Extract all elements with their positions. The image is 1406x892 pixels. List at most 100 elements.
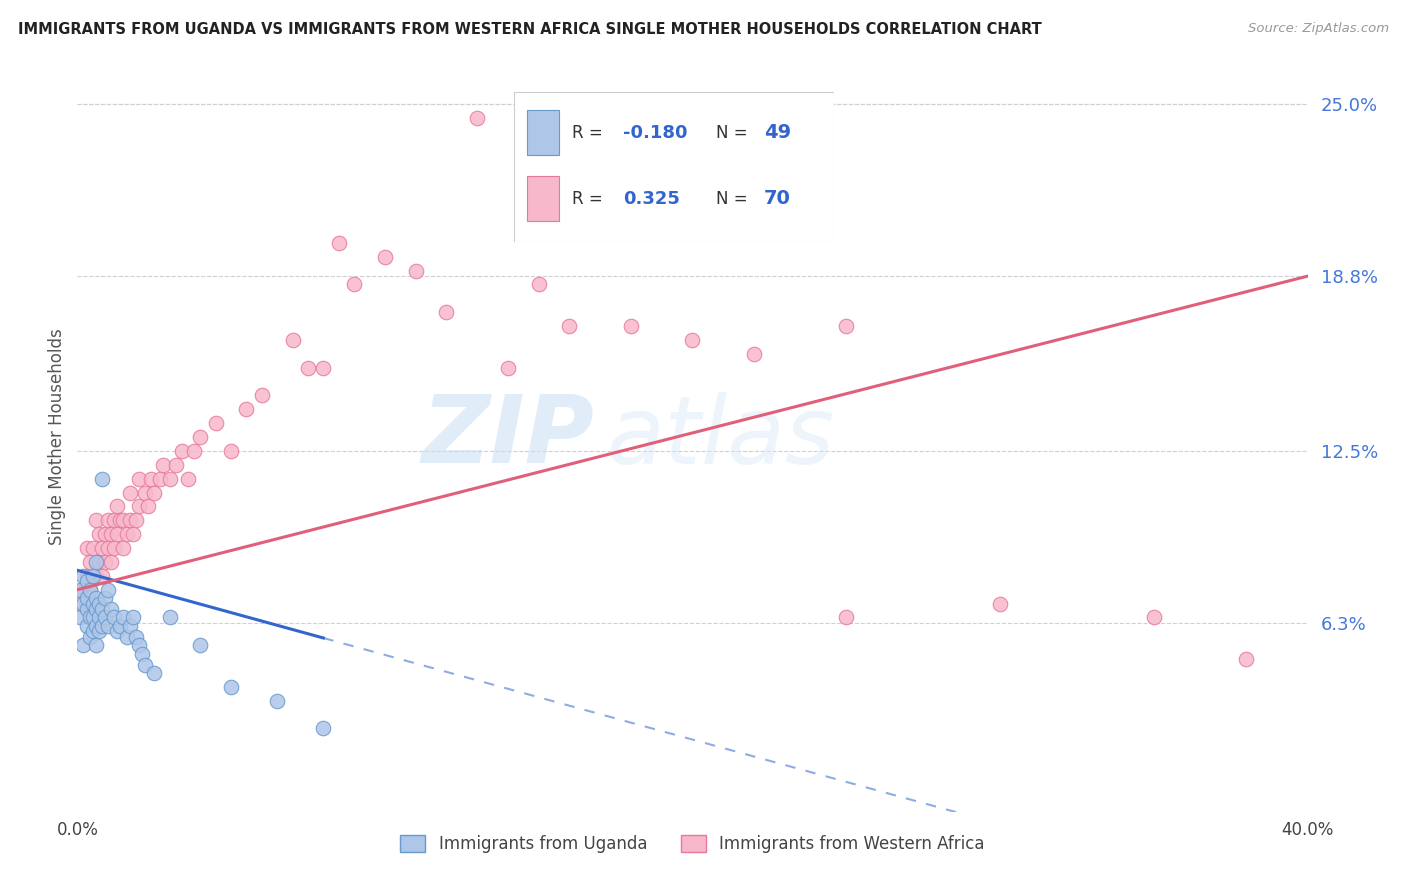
Point [87, 527, 110, 541]
Point [82, 597, 104, 611]
Point [72, 638, 94, 652]
Point [90, 569, 114, 583]
Point [100, 555, 122, 569]
Point [94, 527, 117, 541]
Point [328, 235, 350, 250]
Point [343, 277, 366, 292]
Point [143, 485, 166, 500]
Point [1143, 610, 1166, 624]
Point [188, 430, 212, 444]
Point [110, 619, 132, 633]
Point [136, 500, 159, 514]
Point [835, 319, 858, 334]
Point [72, 582, 94, 597]
Point [118, 513, 141, 527]
Point [84, 555, 107, 569]
Point [97, 619, 120, 633]
Point [90, 619, 114, 633]
Point [79, 630, 101, 644]
Point [128, 472, 150, 486]
Y-axis label: Single Mother Households: Single Mother Households [48, 329, 66, 545]
Point [204, 416, 226, 430]
Point [87, 610, 110, 624]
Point [121, 610, 143, 624]
Point [90, 472, 114, 486]
Point [103, 513, 125, 527]
Point [100, 527, 122, 541]
Point [143, 665, 166, 680]
Point [527, 277, 550, 292]
Point [76, 602, 98, 616]
Point [465, 111, 488, 125]
Point [405, 263, 427, 277]
Point [219, 680, 242, 694]
Point [84, 513, 107, 527]
Text: Source: ZipAtlas.com: Source: ZipAtlas.com [1249, 22, 1389, 36]
Point [742, 347, 765, 361]
Point [90, 602, 114, 616]
Point [79, 610, 101, 624]
Point [374, 250, 396, 264]
Point [235, 402, 257, 417]
Point [988, 597, 1011, 611]
Point [105, 527, 128, 541]
Point [87, 624, 110, 639]
Point [152, 458, 174, 472]
Point [97, 513, 120, 527]
Point [112, 513, 135, 527]
Text: ZIP: ZIP [422, 391, 595, 483]
Point [97, 541, 120, 555]
Point [131, 647, 153, 661]
Point [76, 619, 98, 633]
Point [165, 458, 187, 472]
Point [118, 485, 141, 500]
Point [84, 638, 107, 652]
Text: IMMIGRANTS FROM UGANDA VS IMMIGRANTS FROM WESTERN AFRICA SINGLE MOTHER HOUSEHOLD: IMMIGRANTS FROM UGANDA VS IMMIGRANTS FRO… [18, 22, 1042, 37]
Point [121, 527, 143, 541]
Point [128, 638, 150, 652]
Text: atlas: atlas [606, 392, 835, 483]
Point [69, 597, 91, 611]
Point [94, 555, 117, 569]
Point [297, 360, 319, 375]
Point [103, 610, 125, 624]
Point [134, 485, 156, 500]
Point [177, 472, 200, 486]
Point [105, 500, 128, 514]
Point [134, 657, 156, 672]
Point [87, 555, 110, 569]
Point [149, 472, 172, 486]
Point [82, 569, 104, 583]
Point [94, 591, 117, 605]
Point [76, 541, 98, 555]
Point [112, 541, 135, 555]
Point [82, 624, 104, 639]
Point [72, 597, 94, 611]
Point [105, 624, 128, 639]
Point [82, 610, 104, 624]
Point [620, 319, 643, 334]
Point [141, 472, 163, 486]
Legend: Immigrants from Uganda, Immigrants from Western Africa: Immigrants from Uganda, Immigrants from … [394, 828, 991, 860]
Point [682, 333, 704, 347]
Point [312, 722, 335, 736]
Point [496, 360, 519, 375]
Point [183, 444, 205, 458]
Point [312, 360, 335, 375]
Point [79, 555, 101, 569]
Point [159, 610, 181, 624]
Point [87, 597, 110, 611]
Point [100, 602, 122, 616]
Point [266, 694, 288, 708]
Point [69, 582, 91, 597]
Point [110, 513, 132, 527]
Point [112, 610, 135, 624]
Point [159, 472, 181, 486]
Point [188, 638, 212, 652]
Point [115, 630, 138, 644]
Point [76, 574, 98, 589]
Point [90, 541, 114, 555]
Point [79, 582, 101, 597]
Point [436, 305, 458, 319]
Point [84, 602, 107, 616]
